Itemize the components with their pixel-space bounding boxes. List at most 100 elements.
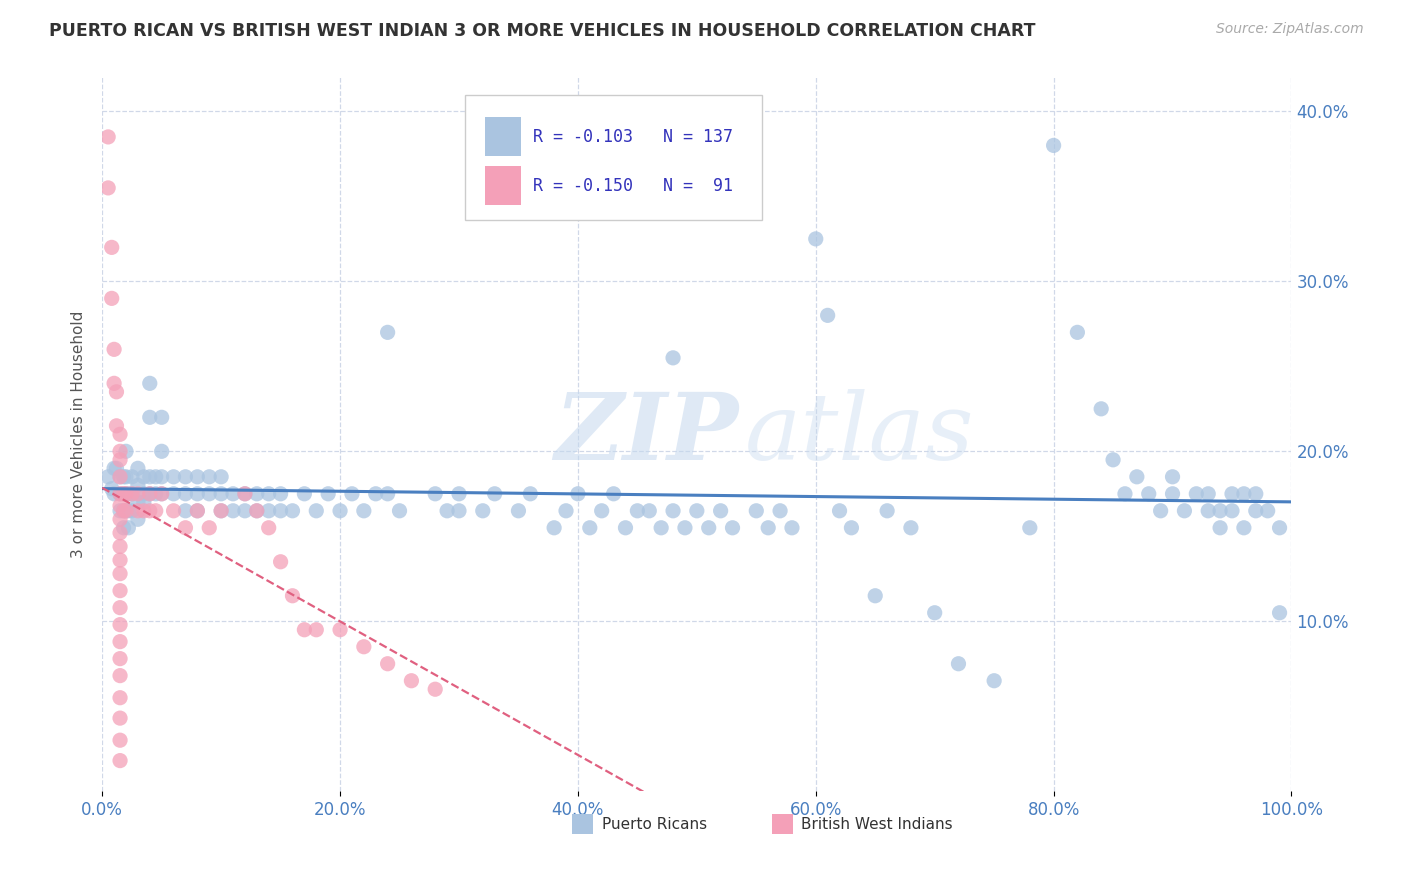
Point [127,478,149,492]
Point [1042,138,1064,153]
Point [112,487,135,501]
Point [174,487,197,501]
Point [100,482,122,496]
Point [233,487,256,501]
Point [1102,452,1125,467]
Point [841,521,863,535]
Point [108,487,131,501]
Point [388,504,411,518]
Point [662,504,685,518]
Point [127,512,149,526]
Point [246,504,269,518]
Point [150,487,173,501]
Point [329,504,352,518]
Point [626,504,648,518]
Text: R = -0.150   N =  91: R = -0.150 N = 91 [533,177,733,195]
Point [756,521,779,535]
Point [1161,470,1184,484]
Point [710,504,733,518]
Point [508,504,530,518]
Point [401,673,423,688]
Point [108,427,131,442]
Point [209,487,232,501]
Point [97,129,120,144]
Point [108,690,131,705]
Point [115,504,138,518]
Text: R = -0.103   N = 137: R = -0.103 N = 137 [533,128,733,145]
Point [1244,487,1267,501]
Point [1268,521,1291,535]
Point [780,521,803,535]
Point [1173,504,1195,518]
Point [471,504,494,518]
Point [108,600,131,615]
Point [1126,470,1149,484]
Point [222,487,245,501]
Point [602,487,624,501]
Point [555,504,578,518]
Point [139,470,162,484]
Point [436,504,458,518]
Point [103,461,125,475]
Point [108,634,131,648]
Point [673,521,696,535]
Point [121,504,143,518]
Point [108,651,131,665]
Point [145,504,167,518]
Point [115,487,138,501]
Point [108,553,131,567]
Point [108,566,131,581]
Point [139,376,162,391]
Point [447,487,470,501]
Point [162,504,184,518]
Point [108,452,131,467]
Point [1018,521,1040,535]
Point [108,583,131,598]
Point [484,487,506,501]
Point [233,487,256,501]
Point [97,470,120,484]
Point [1149,504,1171,518]
Point [377,326,399,340]
Point [1209,504,1232,518]
Text: atlas: atlas [744,389,974,479]
Point [1161,487,1184,501]
Point [209,504,232,518]
Point [108,499,131,513]
Point [614,521,637,535]
Point [270,555,292,569]
Point [1137,487,1160,501]
Point [329,623,352,637]
Point [567,487,589,501]
Point [103,376,125,391]
Point [112,521,135,535]
Point [697,521,720,535]
Point [103,343,125,357]
Point [519,487,541,501]
Point [198,487,221,501]
Point [209,470,232,484]
Point [97,181,120,195]
Point [112,504,135,518]
FancyBboxPatch shape [465,95,762,220]
Point [948,657,970,671]
Point [578,521,600,535]
Point [100,240,122,254]
Point [121,470,143,484]
Point [281,589,304,603]
Point [186,504,208,518]
Point [150,487,173,501]
Point [257,521,280,535]
Point [174,521,197,535]
Point [270,487,292,501]
Point [281,504,304,518]
Point [863,589,886,603]
Text: Source: ZipAtlas.com: Source: ZipAtlas.com [1216,22,1364,37]
Point [108,733,131,747]
Point [425,487,447,501]
Point [447,504,470,518]
Point [804,232,827,246]
Point [246,487,269,501]
Point [132,470,155,484]
Point [745,504,768,518]
